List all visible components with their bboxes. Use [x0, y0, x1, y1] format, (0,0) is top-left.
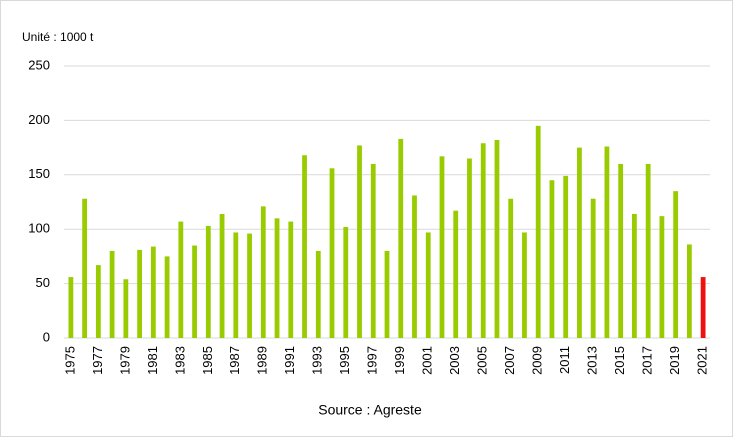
bar	[632, 213, 637, 338]
x-tick-label: 2019	[667, 346, 682, 375]
x-tick-label: 2013	[585, 346, 600, 375]
bar	[260, 206, 266, 338]
x-tick-label: 1977	[90, 346, 105, 375]
y-tick-label: 200	[28, 112, 50, 127]
x-tick-label: 1985	[200, 346, 215, 375]
bar	[590, 198, 596, 338]
bar	[219, 213, 225, 338]
bar	[178, 221, 184, 338]
bar	[205, 225, 211, 338]
x-tick-label: 2005	[475, 346, 490, 375]
bar	[123, 279, 129, 338]
bar	[645, 163, 651, 338]
bar	[137, 249, 142, 338]
bar	[618, 163, 624, 338]
bar	[700, 277, 706, 338]
y-tick-label: 250	[28, 57, 50, 72]
unit-annotation: Unité : 1000 t	[22, 30, 94, 44]
y-tick-label: 100	[28, 221, 50, 236]
bar	[535, 125, 541, 338]
bar	[412, 195, 417, 338]
bar	[384, 250, 390, 338]
bar	[508, 198, 514, 338]
x-tick-label: 1979	[117, 346, 132, 375]
bar	[522, 232, 527, 338]
bar	[164, 256, 170, 338]
x-tick-label: 2009	[530, 346, 545, 375]
bar	[467, 158, 472, 338]
y-tick-label: 150	[28, 166, 50, 181]
x-tick-label: 2003	[447, 346, 462, 375]
bar	[288, 221, 294, 338]
bar	[192, 245, 197, 338]
bar	[398, 138, 404, 338]
x-tick-label: 1999	[392, 346, 407, 375]
bar	[686, 244, 692, 338]
bar	[247, 233, 252, 338]
bar	[150, 246, 156, 338]
bar	[577, 147, 582, 338]
bar	[453, 210, 459, 338]
bar	[563, 175, 569, 338]
x-tick-label: 2021	[695, 346, 710, 375]
bar	[343, 227, 349, 338]
x-tick-label: 1987	[227, 346, 242, 375]
bar	[357, 145, 362, 338]
bar	[480, 143, 486, 338]
bar	[68, 277, 74, 338]
bar	[302, 155, 307, 338]
bar	[233, 232, 239, 338]
x-tick-label: 2011	[557, 346, 572, 374]
bar	[109, 250, 115, 338]
bar	[82, 198, 88, 338]
x-tick-label: 2001	[420, 346, 435, 375]
bar	[315, 250, 321, 338]
bar	[95, 265, 101, 338]
bar	[370, 163, 376, 338]
bar	[659, 216, 665, 338]
bar	[425, 232, 431, 338]
y-tick-label: 50	[36, 275, 50, 290]
x-tick-label: 1995	[337, 346, 352, 375]
x-tick-label: 1991	[282, 346, 297, 375]
x-tick-label: 1975	[62, 346, 77, 375]
x-tick-label: 1997	[365, 346, 380, 375]
bar	[439, 156, 445, 338]
bar	[329, 168, 335, 338]
x-tick-label: 2017	[640, 346, 655, 375]
bar	[604, 146, 610, 338]
bar	[274, 218, 280, 338]
x-tick-label: 1983	[172, 346, 187, 375]
bar	[549, 180, 555, 338]
x-tick-label: 2007	[502, 346, 517, 375]
x-tick-label: 1993	[310, 346, 325, 375]
x-tick-label: 2015	[612, 346, 627, 375]
y-tick-label: 0	[43, 329, 50, 344]
x-tick-label: 1981	[145, 346, 160, 375]
bar	[494, 139, 500, 338]
source-note: Source : Agreste	[318, 402, 422, 418]
bar	[673, 191, 679, 338]
x-tick-label: 1989	[255, 346, 270, 375]
